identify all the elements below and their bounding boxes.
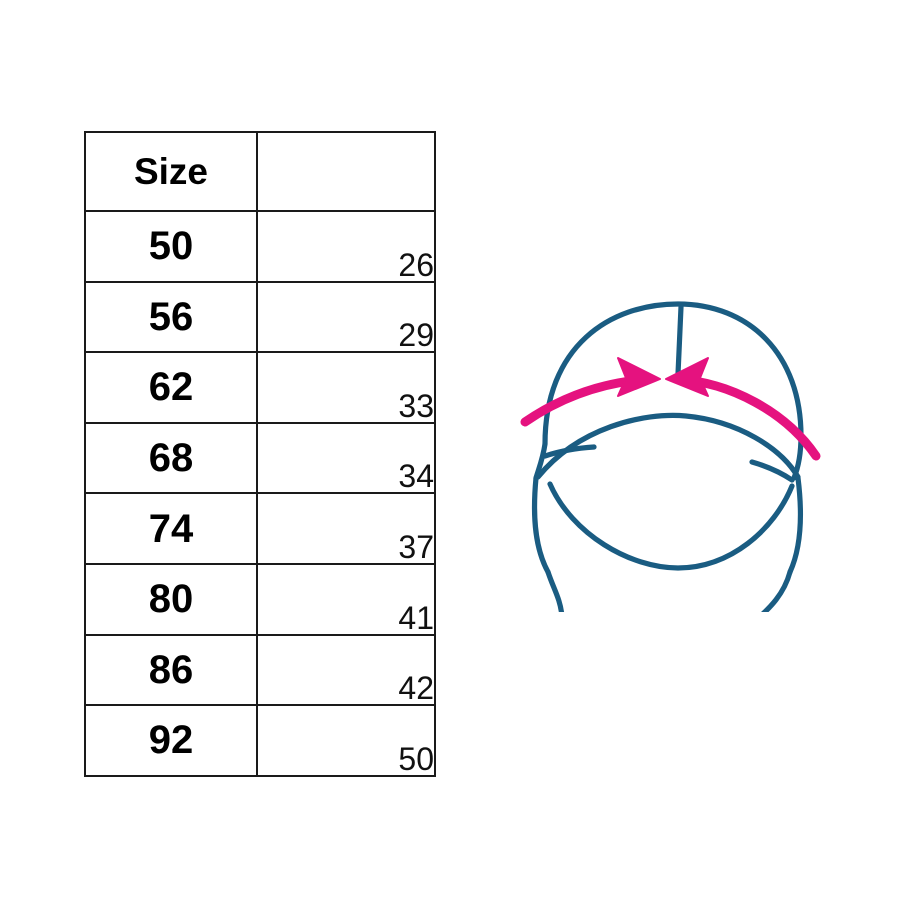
cell-size: 92 (84, 704, 258, 777)
hat-brim-left-edge (531, 475, 551, 575)
cell-size: 74 (84, 492, 258, 565)
cell-value: 42 (256, 633, 436, 707)
cell-size: 80 (84, 562, 258, 636)
table-row: 62 33 (84, 351, 436, 424)
hat-diagram-svg (520, 301, 821, 612)
table-row: 92 50 (84, 704, 436, 777)
cell-value: 37 (256, 492, 436, 565)
hat-crown-outline (542, 301, 804, 481)
table-row: 68 34 (84, 421, 436, 495)
column-header-size: Size (84, 131, 258, 212)
hat-measurement-illustration (498, 272, 848, 612)
cell-size: 50 (84, 210, 258, 283)
hat-tie-left (545, 569, 565, 612)
hat-opening-arc (547, 481, 795, 571)
cell-value: 29 (256, 280, 436, 354)
column-header-value (256, 131, 436, 212)
cell-size: 86 (84, 633, 258, 707)
hat-center-seam (675, 304, 684, 377)
cell-size: 56 (84, 280, 258, 354)
cell-value: 26 (256, 210, 436, 283)
hat-brim-right-edge (787, 475, 803, 575)
cell-value: 50 (256, 704, 436, 777)
cell-value: 34 (256, 421, 436, 495)
table-body: 50 26 56 29 62 33 68 34 74 37 (84, 210, 436, 777)
table-row: 50 26 (84, 210, 436, 283)
hat-stitch-detail-left (542, 444, 597, 459)
head-circumference-measure-arrow (520, 357, 821, 461)
hat-stitch-detail-right (749, 459, 795, 483)
cell-size: 62 (84, 351, 258, 424)
hat-outline-group (531, 301, 804, 612)
table-head: Size (84, 131, 436, 212)
table-row: 80 41 (84, 562, 436, 636)
measure-arrowhead-right-pointing (617, 357, 661, 397)
table-row: 74 37 (84, 492, 436, 565)
cell-value: 33 (256, 351, 436, 424)
table-row: 56 29 (84, 280, 436, 354)
size-table: Size 50 26 56 29 62 33 68 (84, 131, 436, 777)
measure-arrowhead-left-pointing (665, 357, 709, 397)
table-header-row: Size (84, 131, 436, 212)
table-row: 86 42 (84, 633, 436, 707)
cell-size: 68 (84, 421, 258, 495)
cell-value: 41 (256, 562, 436, 636)
hat-brim-upper-edge (535, 412, 801, 480)
size-table-container: Size 50 26 56 29 62 33 68 (84, 131, 436, 777)
hat-tie-right (761, 569, 793, 612)
